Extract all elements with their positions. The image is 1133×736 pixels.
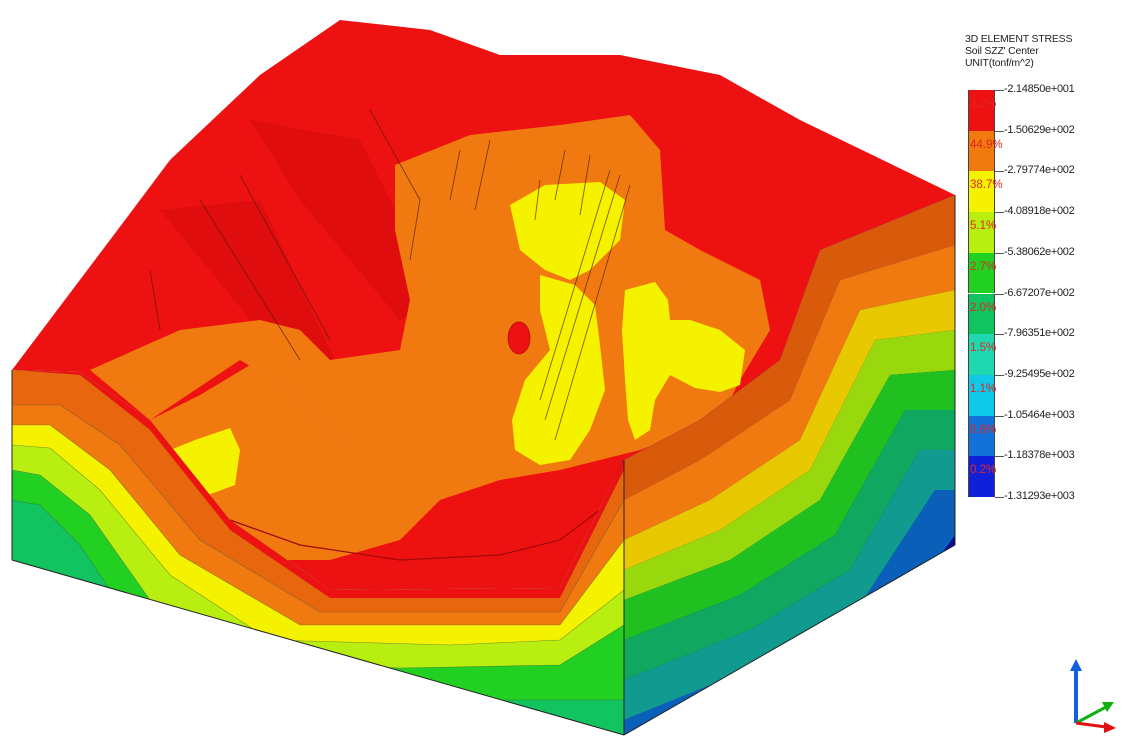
legend-color-band (968, 374, 995, 416)
stress-legend: 3D ELEMENT STRESS Soil SZZ' Center UNIT(to… (965, 33, 1133, 502)
legend-tick-label: -1.18378e+003 (1004, 449, 1075, 462)
legend-tick (995, 293, 1004, 295)
y-axis-arrowhead-icon (1102, 702, 1114, 712)
z-axis-arrowhead-icon (1070, 659, 1082, 671)
legend-tick-label: -7.96351e+002 (1004, 327, 1075, 340)
x-axis-icon (1075, 721, 1107, 729)
legend-color-band (968, 90, 995, 131)
legend-color-band (968, 252, 995, 294)
legend-band-percent: 2.0% (970, 301, 997, 314)
legend-tick-label: -1.05464e+003 (1004, 408, 1075, 421)
legend-tick-label: -5.38062e+002 (1004, 245, 1075, 258)
x-axis-arrowhead-icon (1104, 722, 1116, 733)
legend-band-percent: 0.6% (970, 423, 997, 436)
legend-color-band (968, 130, 995, 172)
axis-triad (1070, 659, 1116, 733)
legend-color-band (968, 171, 995, 213)
legend-title-line: UNIT(tonf/m^2) (965, 57, 1034, 69)
legend-tick (995, 497, 1004, 498)
legend-tick (995, 90, 1004, 91)
legend-band-percent: 5.1% (970, 220, 997, 233)
legend-band-percent: 0.2% (970, 464, 997, 477)
legend-tick (995, 212, 1004, 214)
legend-tick (995, 334, 1004, 336)
legend-tick (995, 374, 1004, 376)
terrain-fault-lines (149, 109, 631, 441)
legend-band-percent: 1.5% (970, 342, 997, 355)
legend-tick (995, 415, 1004, 417)
legend-color-band (968, 212, 995, 253)
legend-title-line: 3D ELEMENT STRESS (965, 33, 1073, 45)
legend-color-band (968, 334, 995, 375)
legend-tick-label: -2.14850e+001 (1004, 83, 1075, 95)
legend-color-band (968, 415, 995, 457)
legend-band-percent: 3.2% (970, 98, 997, 110)
legend-tick (995, 171, 1004, 173)
legend-tick-label: -1.31293e+003 (1004, 490, 1075, 502)
legend-tick-label: -4.08918e+002 (1004, 205, 1075, 218)
terrain-valley-shading (250, 120, 440, 320)
yellow-stress-zone-upper (510, 182, 625, 280)
yellow-stress-zone-center (512, 275, 605, 465)
legend-title-line: Soil SZZ' Center (965, 45, 1039, 57)
yellow-stress-zone-right (622, 282, 745, 440)
legend-tick (995, 456, 1004, 458)
legend-band-percent: 1.1% (970, 382, 997, 395)
legend-tick-label: -1.50629e+002 (1004, 123, 1075, 136)
legend-band-percent: 38.7% (970, 179, 1003, 192)
legend-color-band (968, 293, 995, 335)
red-stress-pocket (507, 321, 531, 355)
legend-tick (995, 130, 1004, 132)
legend-band-percent: 2.7% (970, 260, 997, 273)
legend-tick-label: -6.67207e+002 (1004, 286, 1075, 299)
legend-color-band (968, 456, 995, 497)
legend-tick-label: -9.25495e+002 (1004, 367, 1075, 380)
model-edges (11, 195, 956, 736)
legend-tick (995, 252, 1004, 254)
y-axis-icon (1075, 705, 1107, 725)
legend-band-percent: 44.9% (970, 138, 1003, 151)
legend-tick-label: -2.79774e+002 (1004, 164, 1075, 177)
